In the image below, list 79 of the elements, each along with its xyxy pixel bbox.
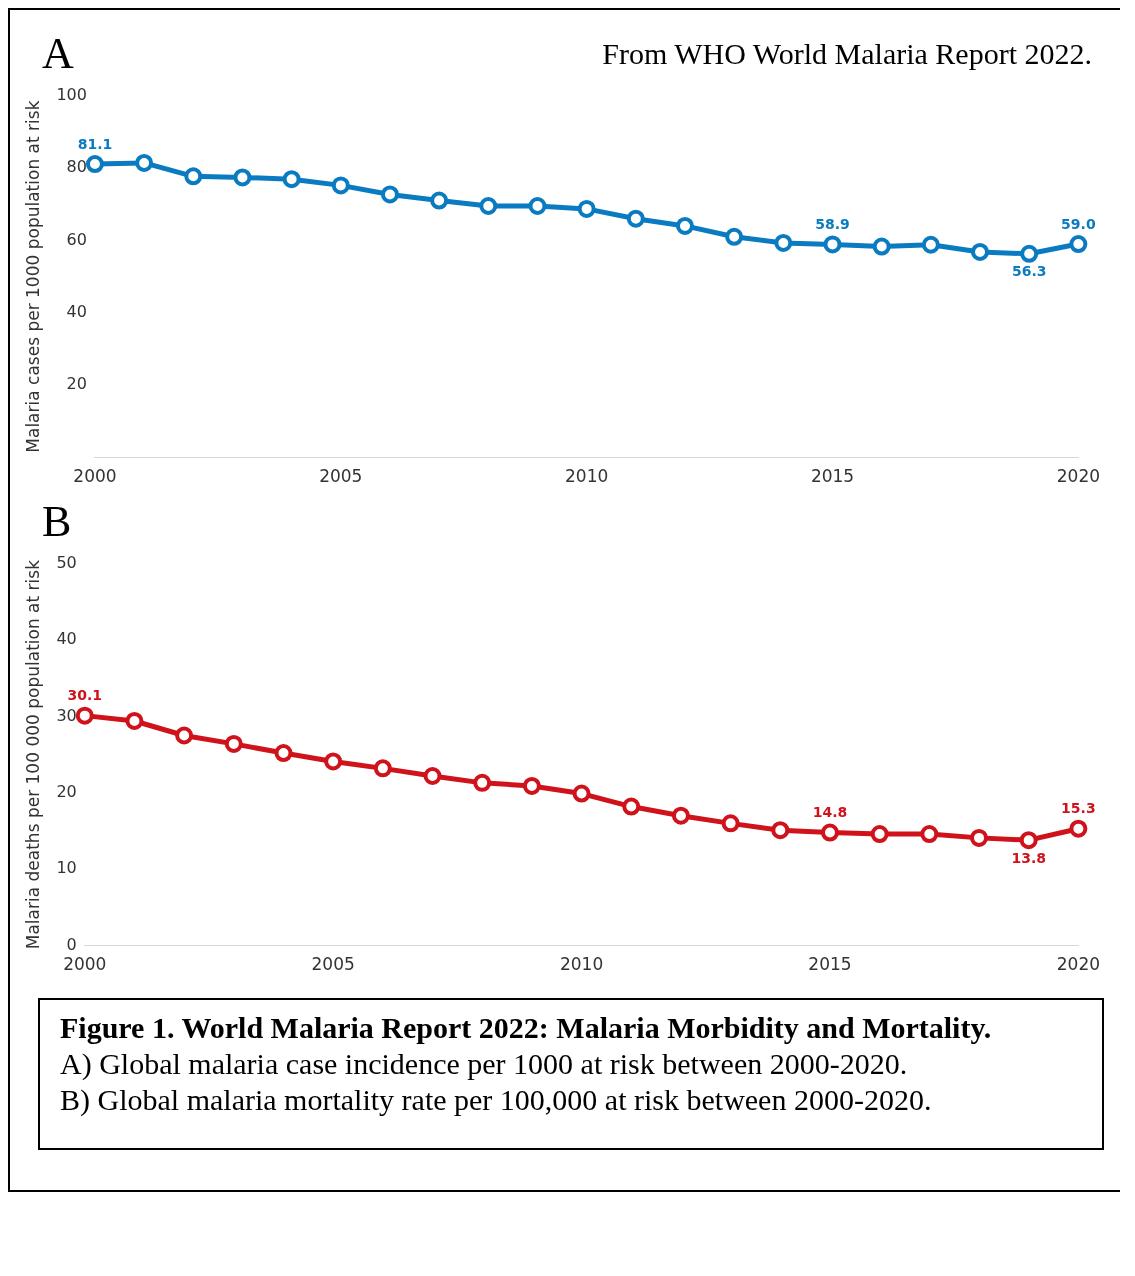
point [920,825,939,844]
point [671,806,690,825]
x-tick-label: 2005 [311,954,355,975]
y-axis-title: Malaria deaths per 100 000 population at risk [22,559,43,950]
point [823,235,842,254]
point [971,242,990,261]
y-axis-title: Malaria cases per 1000 population at risk [22,100,43,453]
data-label: 13.8 [1011,849,1046,866]
x-tick-label: 2010 [559,954,604,975]
point [676,216,694,235]
point [324,752,343,771]
point [224,734,243,753]
text: B) Global malaria mortality rate per 100,000 at risk between 2000-2020. [60,1082,933,1118]
y-tick-label: 80 [66,157,87,177]
x-tick-label: 2000 [63,954,107,975]
point [970,828,989,847]
point [528,197,547,216]
x-tick-label: 2010 [565,466,609,487]
point [282,170,301,189]
y-tick-label: 40 [56,629,77,649]
point [135,153,154,172]
point [125,711,144,730]
point [331,176,350,195]
x-tick-label: 2005 [319,466,363,487]
point [622,797,641,816]
point [872,237,891,256]
data-label: 56.3 [1011,263,1047,280]
point [380,185,399,204]
point [373,759,392,778]
text: A) Global malaria case incidence per 1000 at risk between 2000-2020. [60,1046,909,1082]
point [430,191,449,210]
chart-title: B [42,497,72,546]
y-tick-label: 100 [56,84,87,104]
point [771,821,790,840]
y-tick-label: 0 [66,934,77,954]
y-tick-label: 20 [66,374,87,394]
point [473,773,492,792]
y-tick-label: 40 [66,301,87,321]
data-label: 15.3 [1061,800,1096,817]
data-label: 30.1 [67,687,103,704]
data-label: 59.0 [1061,215,1096,232]
point [870,825,889,844]
point [1020,244,1039,263]
point [721,814,740,833]
x-tick-label: 2015 [808,954,852,975]
point [423,766,442,785]
point [233,168,252,187]
point [75,706,94,725]
point [725,227,744,246]
y-tick-label: 60 [66,229,87,249]
y-tick-label: 50 [56,552,77,572]
point [1019,831,1038,850]
y-tick-label: 30 [56,705,77,725]
point [184,167,203,186]
data-label: 14.8 [812,804,848,821]
x-tick-label: 2000 [73,466,117,487]
point [522,776,541,795]
point [479,197,498,216]
point [274,744,293,763]
y-tick-label: 20 [56,781,77,801]
point [572,784,591,803]
y-tick-label: 10 [56,858,77,878]
x-tick-label: 2020 [1056,954,1100,975]
text: From WHO World Malaria Report 2022. [602,37,1092,71]
point [774,233,793,252]
data-label: 81.1 [77,135,113,152]
point [1069,819,1088,838]
point [626,209,645,228]
x-tick-label: 2015 [810,466,855,487]
point [921,235,940,254]
point [1069,235,1088,254]
data-label: 58.9 [815,216,850,233]
caption: Figure 1. World Malaria Report 2022: Malaria Morbidity and Mortality. [60,1010,993,1046]
chart-title: A [42,29,74,78]
point [820,823,839,842]
x-tick-label: 2020 [1056,466,1100,487]
point [175,726,194,745]
point [577,199,596,218]
point [85,155,104,174]
